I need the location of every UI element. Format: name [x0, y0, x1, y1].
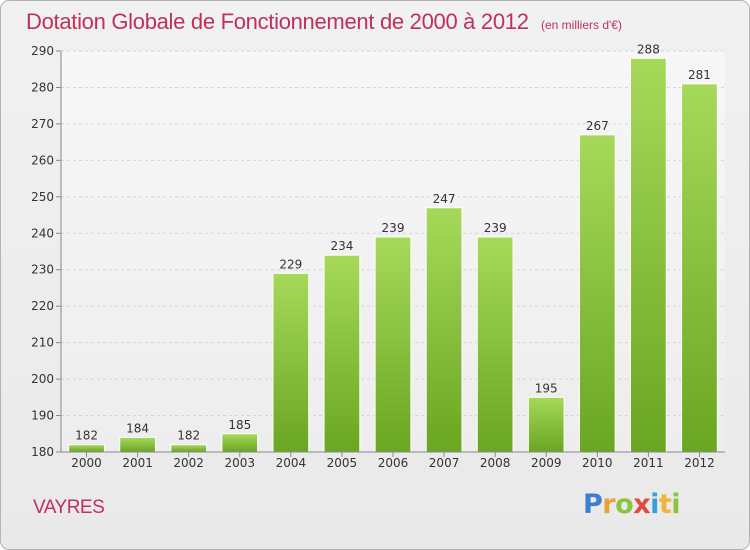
data-label: 184 — [126, 421, 149, 435]
chart-title: Dotation Globale de Fonctionnement de 20… — [26, 9, 529, 34]
y-tick-label: 280 — [31, 80, 54, 94]
y-tick-label: 230 — [31, 263, 54, 277]
x-tick-label: 2009 — [531, 456, 562, 470]
bar-2010 — [578, 134, 616, 453]
bar-2000 — [68, 444, 105, 453]
x-tick-label: 2012 — [684, 456, 715, 470]
bar-2004 — [272, 272, 310, 453]
y-tick-label: 290 — [31, 44, 54, 58]
x-tick-label: 2005 — [327, 456, 358, 470]
x-tick-label: 2006 — [378, 456, 409, 470]
x-tick-label: 2007 — [429, 456, 460, 470]
y-tick-label: 190 — [31, 409, 54, 423]
bar-2003 — [221, 433, 259, 453]
x-tick-label: 2000 — [71, 456, 102, 470]
y-tick-label: 250 — [31, 190, 54, 204]
x-tick-label: 2008 — [480, 456, 511, 470]
bar-2001 — [119, 436, 156, 453]
commune-name: VAYRES — [33, 497, 105, 518]
y-tick-label: 220 — [31, 299, 54, 313]
x-tick-label: 2003 — [224, 456, 255, 470]
data-label: 234 — [330, 239, 353, 253]
bar-2008 — [476, 236, 514, 453]
x-tick-label: 2004 — [276, 456, 307, 470]
y-tick-label: 270 — [31, 117, 54, 131]
bar-2005 — [323, 254, 361, 453]
proxiti-logo: Proxiti — [583, 489, 681, 520]
bar-2002 — [170, 444, 208, 453]
bar-2009 — [527, 396, 565, 453]
data-label: 239 — [484, 221, 507, 235]
bar-2007 — [425, 207, 463, 453]
data-label: 239 — [382, 221, 405, 235]
bar-2011 — [630, 57, 667, 453]
x-tick-label: 2001 — [122, 456, 153, 470]
data-label: 247 — [433, 192, 456, 206]
y-tick-label: 210 — [31, 336, 54, 350]
y-tick-label: 240 — [31, 226, 54, 240]
data-label: 182 — [177, 429, 200, 443]
y-tick-label: 180 — [31, 445, 54, 459]
bar-2012 — [681, 83, 718, 453]
data-label: 281 — [688, 68, 711, 82]
data-label: 182 — [75, 429, 98, 443]
x-tick-label: 2002 — [173, 456, 204, 470]
x-tick-label: 2011 — [633, 456, 664, 470]
y-tick-label: 200 — [31, 372, 54, 386]
x-tick-label: 2010 — [582, 456, 613, 470]
data-label: 229 — [279, 257, 302, 271]
unit-note: (en milliers d'€) — [541, 18, 622, 32]
data-label: 195 — [535, 381, 558, 395]
y-tick-label: 260 — [31, 153, 54, 167]
data-label: 267 — [586, 119, 609, 133]
bar-2006 — [374, 236, 412, 453]
data-label: 185 — [228, 418, 251, 432]
data-label: 288 — [637, 42, 660, 56]
